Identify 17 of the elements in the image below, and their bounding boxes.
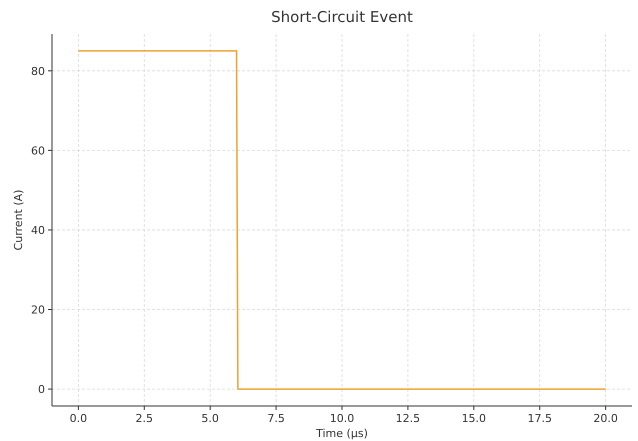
y-tick-label: 0	[38, 383, 45, 396]
y-axis-title: Current (A)	[12, 190, 25, 250]
x-tick-label: 12.5	[396, 412, 420, 425]
y-tick-label: 60	[31, 144, 45, 158]
x-tick-label: 2.5	[136, 412, 154, 425]
x-tick-label: 5.0	[201, 412, 219, 425]
x-tick-label: 0.0	[70, 412, 88, 425]
x-tick-label: 7.5	[267, 412, 285, 425]
x-tick-label: 10.0	[330, 412, 354, 425]
y-tick-label: 80	[31, 64, 45, 78]
y-tick-label: 40	[31, 224, 45, 237]
x-axis-title: Time (µs)	[315, 427, 368, 440]
x-tick-label: 17.5	[527, 412, 552, 425]
x-tick-label: 20.0	[593, 412, 618, 425]
x-tick-label: 15.0	[462, 412, 486, 425]
chart-title: Short-Circuit Event	[271, 8, 413, 26]
y-tick-label: 20	[31, 304, 45, 317]
